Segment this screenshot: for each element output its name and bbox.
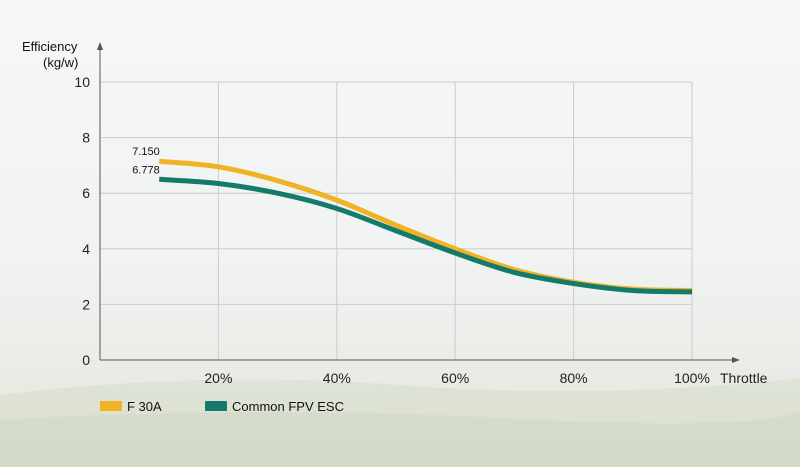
legend-swatch-f30a xyxy=(100,401,122,411)
y-tick-label: 0 xyxy=(82,352,90,368)
x-axis-arrow xyxy=(732,357,740,363)
x-tick-label: 80% xyxy=(560,370,588,386)
x-axis-title: Throttle xyxy=(720,370,768,386)
y-axis-title-line2: (kg/w) xyxy=(43,55,78,70)
y-axis-arrow xyxy=(97,42,103,50)
background-landscape xyxy=(0,378,800,467)
legend-label-f30a: F 30A xyxy=(127,399,162,414)
legend-swatch-common-fpv-esc xyxy=(205,401,227,411)
legend: F 30A Common FPV ESC xyxy=(100,399,344,414)
y-tick-label: 10 xyxy=(74,74,90,90)
x-tick-label: 20% xyxy=(204,370,232,386)
x-tick-label: 40% xyxy=(323,370,351,386)
start-value-label: 6.778 xyxy=(132,164,160,176)
y-tick-label: 6 xyxy=(82,185,90,201)
legend-label-common-fpv-esc: Common FPV ESC xyxy=(232,399,344,414)
series-group: 7.150 6.778 xyxy=(132,146,693,295)
series-line-f30a xyxy=(158,158,693,293)
y-tick-label: 8 xyxy=(82,130,90,146)
y-axis-title-line1: Efficiency xyxy=(22,39,78,54)
y-tick-label: 2 xyxy=(82,296,90,312)
series-line-common-fpv-esc xyxy=(159,176,693,295)
x-tick-label: 100% xyxy=(674,370,710,386)
axes: 0 2 4 6 8 10 20% 40% 60% 80% 100% xyxy=(74,42,740,386)
y-tick-label: 4 xyxy=(82,241,90,257)
x-tick-label: 60% xyxy=(441,370,469,386)
start-value-label: 7.150 xyxy=(132,146,160,158)
grid xyxy=(100,81,693,360)
